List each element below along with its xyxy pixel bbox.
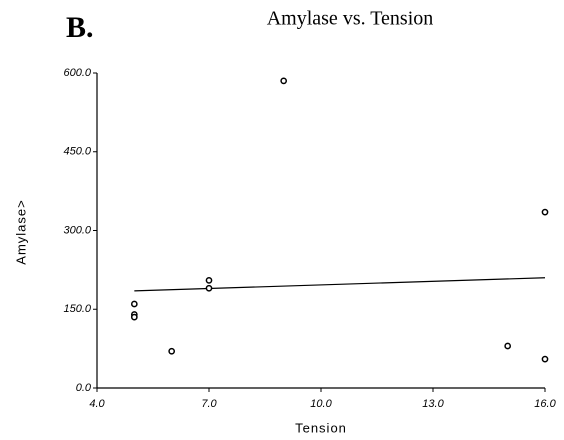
chart-title: Amylase vs. Tension [267, 8, 434, 30]
y-tick-label: 150.0 [63, 303, 91, 315]
data-point [205, 277, 213, 284]
x-tick-label: 4.0 [89, 398, 105, 410]
y-tick-label: 450.0 [63, 146, 91, 158]
x-tick-label: 16.0 [534, 398, 556, 410]
data-point [130, 313, 138, 321]
y-tick-label: 600.0 [63, 67, 91, 79]
x-tick-label: 10.0 [310, 398, 332, 410]
panel-label: B. [66, 11, 94, 44]
data-point [130, 300, 138, 308]
data-point [168, 347, 176, 355]
data-point [280, 77, 288, 85]
x-tick-label: 13.0 [422, 398, 444, 410]
y-tick-label: 0.0 [76, 382, 92, 394]
data-point [504, 342, 512, 350]
data-point [541, 208, 549, 216]
data-point [205, 284, 213, 292]
y-tick-label: 300.0 [63, 224, 91, 236]
x-axis-label: Tension [295, 420, 347, 435]
x-tick-label: 7.0 [201, 398, 217, 410]
trend-line [134, 277, 546, 292]
y-axis-label: Amylase> [13, 199, 28, 264]
data-point [541, 355, 549, 363]
